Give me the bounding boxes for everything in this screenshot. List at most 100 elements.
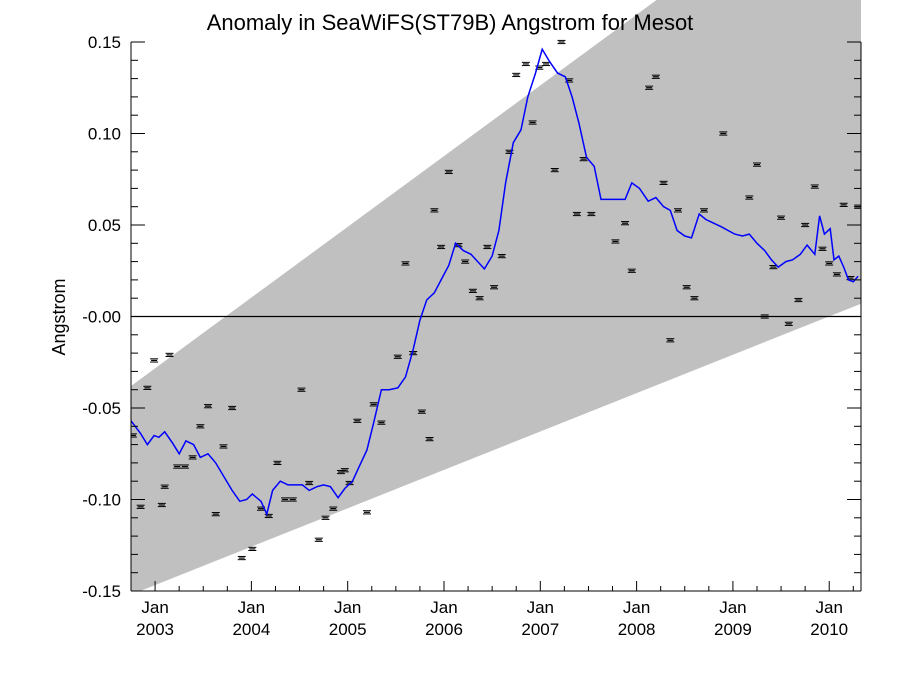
data-point	[393, 354, 402, 359]
data-point	[557, 39, 566, 45]
x-tick-month: Jan	[334, 598, 361, 617]
data-point	[461, 259, 470, 264]
y-tick-label: 0.05	[88, 216, 121, 235]
x-tick-month: Jan	[816, 598, 843, 617]
plot-area	[131, 0, 861, 591]
data-point	[211, 512, 220, 517]
x-tick-year: 2007	[521, 620, 559, 639]
data-point	[528, 120, 537, 125]
data-point	[651, 74, 660, 79]
data-point	[150, 358, 159, 363]
y-tick-label: -0.10	[82, 491, 121, 510]
data-point	[143, 385, 152, 390]
x-tick-year: 2005	[329, 620, 367, 639]
data-point	[417, 409, 426, 414]
data-point	[690, 296, 699, 301]
data-point	[700, 208, 709, 213]
x-tick-month: Jan	[719, 598, 746, 617]
plot-content	[131, 0, 861, 591]
data-point	[784, 321, 793, 326]
data-point	[572, 211, 581, 217]
x-tick-year: 2010	[810, 620, 848, 639]
data-point	[621, 221, 630, 226]
data-point	[839, 202, 848, 207]
data-point	[444, 169, 453, 175]
data-point	[362, 510, 371, 515]
data-point	[627, 268, 636, 273]
data-point	[219, 444, 228, 449]
data-point	[180, 464, 189, 469]
y-tick-label: -0.15	[82, 582, 121, 601]
data-point	[165, 352, 174, 358]
x-tick-month: Jan	[623, 598, 650, 617]
data-point	[521, 61, 530, 67]
y-tick-label: -0.05	[82, 399, 121, 418]
data-point	[475, 296, 484, 301]
data-point	[273, 460, 282, 465]
data-point	[659, 180, 668, 186]
data-point	[666, 338, 675, 343]
data-point	[468, 288, 477, 293]
data-point	[264, 513, 273, 519]
data-point	[437, 244, 446, 250]
data-point	[483, 244, 492, 250]
data-point	[832, 272, 841, 277]
data-point	[752, 162, 761, 167]
data-point	[131, 433, 137, 438]
data-point	[204, 404, 213, 409]
data-point	[136, 504, 145, 509]
data-point	[329, 506, 338, 511]
data-point	[818, 246, 827, 251]
data-point	[719, 131, 728, 136]
y-tick-label: 0.15	[88, 33, 121, 52]
data-point	[794, 297, 803, 303]
data-point	[801, 222, 810, 228]
data-point	[157, 502, 166, 508]
data-point	[314, 537, 323, 542]
data-point	[228, 405, 237, 411]
data-point	[281, 497, 290, 502]
x-tick-year: 2006	[425, 620, 463, 639]
data-point	[810, 184, 819, 189]
data-point	[497, 254, 506, 259]
running-mean-line	[131, 47, 859, 517]
data-point	[550, 168, 559, 173]
data-point	[369, 402, 378, 407]
x-tick-year: 2004	[232, 620, 270, 639]
x-tick-month: Jan	[527, 598, 554, 617]
data-point	[248, 546, 257, 552]
data-point	[377, 420, 386, 425]
x-tick-month: Jan	[238, 598, 265, 617]
x-tick-month: Jan	[430, 598, 457, 617]
data-point	[760, 314, 769, 319]
data-point	[611, 239, 620, 244]
data-point	[173, 464, 182, 469]
data-point	[297, 387, 306, 392]
confidence-band	[131, 0, 861, 591]
data-point	[490, 285, 499, 290]
x-tick-month: Jan	[141, 598, 168, 617]
data-point	[645, 85, 654, 90]
data-point	[542, 61, 551, 67]
data-point	[196, 424, 205, 429]
axes: 0.15 0.10 0.05 -0.00 -0.05 -0.10 -0.15 Jan 2003 J…	[82, 33, 862, 639]
data-point	[745, 195, 754, 200]
data-point	[237, 555, 246, 561]
data-point	[430, 208, 439, 213]
y-tick-label: 0.10	[88, 125, 121, 144]
data-point	[587, 211, 596, 217]
x-tick-year: 2003	[136, 620, 174, 639]
chart-title: Anomaly in SeaWiFS(ST79B) Angstrom for M…	[207, 10, 694, 35]
data-point	[353, 418, 362, 423]
data-point	[825, 261, 834, 266]
data-point	[288, 497, 297, 502]
data-point	[188, 455, 197, 460]
x-tick-year: 2009	[714, 620, 752, 639]
data-point	[340, 468, 349, 473]
data-point	[674, 208, 683, 213]
x-tick-year: 2008	[618, 620, 656, 639]
data-point	[305, 480, 314, 486]
data-point	[512, 72, 521, 78]
data-point	[425, 437, 434, 442]
data-point	[401, 261, 410, 266]
